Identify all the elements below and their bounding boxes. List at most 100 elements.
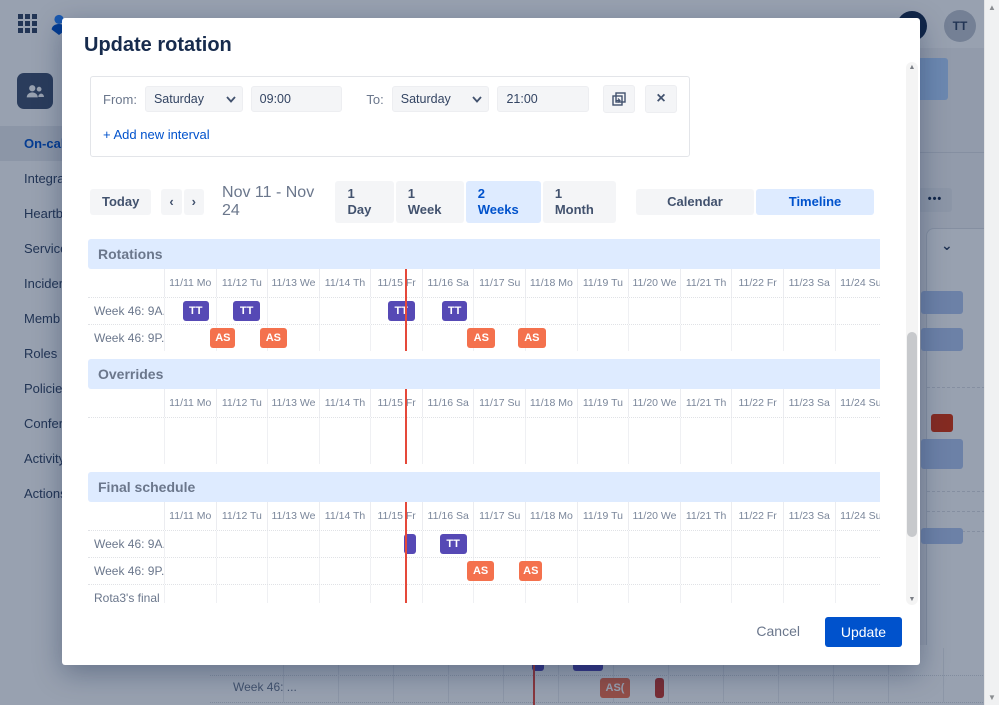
grid-cell[interactable] <box>525 531 577 557</box>
add-new-interval-link[interactable]: + Add new interval <box>103 127 210 142</box>
chevron-down-icon[interactable]: ⌄ <box>941 237 953 253</box>
grid-cell[interactable] <box>525 585 577 603</box>
grid-cell[interactable] <box>370 325 422 351</box>
grid-cell[interactable] <box>731 325 783 351</box>
grid-cell[interactable] <box>164 585 216 603</box>
grid-cell[interactable] <box>318 531 371 557</box>
grid-cell[interactable] <box>473 298 525 324</box>
shift-badge-as[interactable]: AS <box>260 328 287 348</box>
app-switcher-icon[interactable] <box>18 14 38 34</box>
grid-cell[interactable] <box>370 418 422 464</box>
grid-cell[interactable] <box>834 531 880 557</box>
grid-cell[interactable] <box>421 558 474 584</box>
duplicate-interval-button[interactable] <box>603 85 636 113</box>
grid-cell[interactable] <box>628 325 680 351</box>
grid-cell[interactable] <box>679 325 732 351</box>
sidebar-item-policies[interactable]: Policies <box>24 381 69 396</box>
remove-interval-button[interactable]: × <box>645 85 677 113</box>
user-avatar[interactable]: TT <box>944 10 976 42</box>
grid-cell[interactable] <box>318 298 371 324</box>
next-period-button[interactable]: › <box>183 189 205 215</box>
grid-cell[interactable] <box>525 418 577 464</box>
grid-cell[interactable] <box>164 325 216 351</box>
grid-cell[interactable] <box>628 585 680 603</box>
team-avatar[interactable] <box>17 73 53 109</box>
grid-cell[interactable] <box>679 298 732 324</box>
grid-cell[interactable] <box>473 531 525 557</box>
grid-cell[interactable] <box>473 585 525 603</box>
modal-scrollbar[interactable]: ▲ ▼ <box>906 62 918 605</box>
sidebar-item-actions[interactable]: Actions <box>24 486 67 501</box>
grid-cell[interactable] <box>473 418 525 464</box>
shift-badge-as[interactable]: AS <box>210 328 236 348</box>
grid-cell[interactable] <box>318 418 371 464</box>
from-time-input[interactable]: 09:00 <box>250 86 343 112</box>
sidebar-item-memb[interactable]: Memb <box>24 311 61 326</box>
grid-cell[interactable] <box>628 298 680 324</box>
sidebar-item-integra[interactable]: Integra <box>24 171 65 186</box>
sidebar-item-confer[interactable]: Confer <box>24 416 64 431</box>
to-time-input[interactable]: 21:00 <box>497 86 590 112</box>
cancel-button[interactable]: Cancel <box>756 623 800 639</box>
shift-badge-tt[interactable]: TT <box>441 301 468 321</box>
grid-cell[interactable] <box>164 298 216 324</box>
sidebar-item-service[interactable]: Service <box>24 241 68 256</box>
grid-cell[interactable] <box>370 558 422 584</box>
zoom-1-month[interactable]: 1 Month <box>542 181 616 223</box>
mode-timeline[interactable]: Timeline <box>756 189 874 215</box>
shift-badge-tt[interactable]: TT <box>233 301 260 321</box>
grid-cell[interactable] <box>576 298 629 324</box>
grid-cell[interactable] <box>679 418 732 464</box>
grid-cell[interactable] <box>834 325 880 351</box>
grid-cell[interactable] <box>164 531 216 557</box>
mode-calendar[interactable]: Calendar <box>636 189 754 215</box>
grid-cell[interactable] <box>421 585 474 603</box>
more-menu-button[interactable]: ••• <box>918 188 952 212</box>
shift-badge-tt[interactable]: TT <box>182 301 209 321</box>
shift-badge-tt[interactable]: TT <box>439 534 467 554</box>
grid-cell[interactable] <box>318 558 371 584</box>
to-day-select[interactable]: Saturday <box>391 86 490 112</box>
grid-cell[interactable] <box>164 558 216 584</box>
grid-cell[interactable] <box>164 418 216 464</box>
grid-cell[interactable] <box>628 418 680 464</box>
grid-cell[interactable] <box>679 531 732 557</box>
grid-cell[interactable] <box>834 298 880 324</box>
grid-cell[interactable] <box>576 585 629 603</box>
grid-cell[interactable] <box>731 298 783 324</box>
grid-cell[interactable] <box>215 418 268 464</box>
zoom-2-weeks[interactable]: 2 Weeks <box>465 181 541 223</box>
grid-cell[interactable] <box>679 585 732 603</box>
update-button[interactable]: Update <box>824 617 902 647</box>
grid-cell[interactable] <box>267 418 319 464</box>
grid-cell[interactable] <box>731 418 783 464</box>
shift-badge-tt[interactable]: TT <box>387 301 415 321</box>
grid-cell[interactable] <box>421 531 474 557</box>
grid-cell[interactable] <box>421 298 474 324</box>
grid-cell[interactable] <box>267 558 319 584</box>
grid-cell[interactable] <box>782 325 835 351</box>
sidebar-item-heartb[interactable]: Heartb <box>24 206 64 221</box>
grid-cell[interactable] <box>421 325 474 351</box>
grid-cell[interactable] <box>731 531 783 557</box>
grid-cell[interactable] <box>782 558 835 584</box>
grid-cell[interactable] <box>782 298 835 324</box>
scroll-down-arrow[interactable]: ▼ <box>908 596 916 603</box>
grid-cell[interactable] <box>782 585 835 603</box>
grid-cell[interactable] <box>318 585 371 603</box>
grid-cell[interactable] <box>267 298 319 324</box>
grid-cell[interactable] <box>215 531 268 557</box>
shift-badge-as[interactable]: AS <box>467 561 494 581</box>
scroll-up-arrow[interactable]: ▲ <box>908 64 916 71</box>
scroll-up-arrow[interactable]: ▲ <box>988 3 996 12</box>
grid-cell[interactable] <box>782 531 835 557</box>
sidebar-item-incider[interactable]: Incider <box>24 276 64 291</box>
grid-cell[interactable] <box>576 418 629 464</box>
grid-cell[interactable] <box>267 585 319 603</box>
grid-cell[interactable] <box>525 298 577 324</box>
sidebar-item-roles[interactable]: Roles <box>24 346 58 361</box>
shift-badge-as[interactable]: AS <box>519 561 543 581</box>
from-day-select[interactable]: Saturday <box>144 86 243 112</box>
grid-cell[interactable] <box>370 585 422 603</box>
grid-cell[interactable] <box>628 531 680 557</box>
